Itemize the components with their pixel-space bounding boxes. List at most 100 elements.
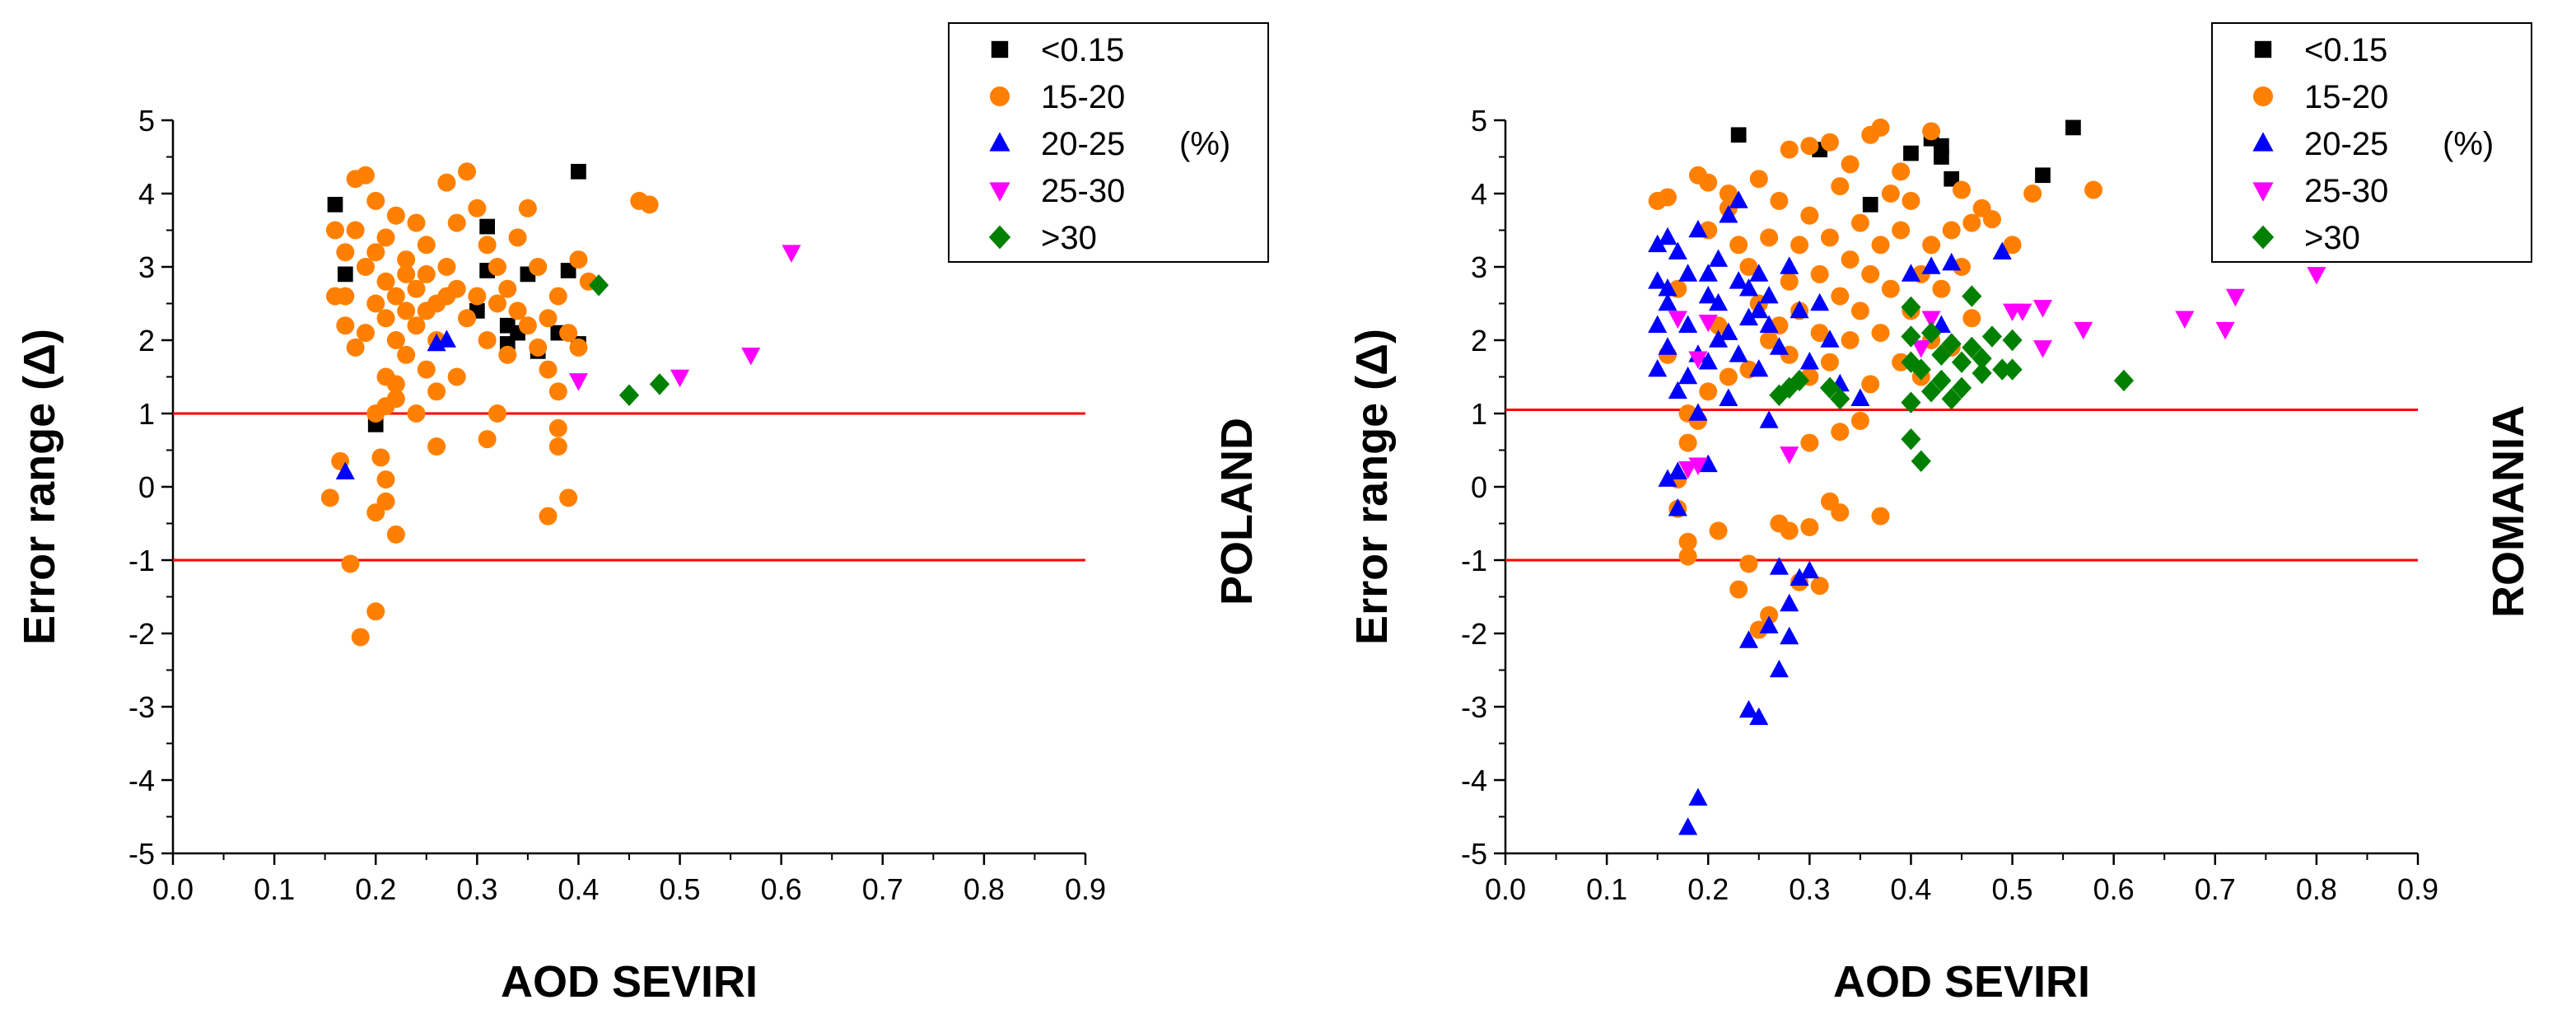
point-circle [478, 331, 497, 349]
x-tick-label: 0.7 [2195, 872, 2236, 906]
point-triangle-up [1799, 352, 1819, 370]
y-tick-label: 4 [138, 177, 155, 211]
point-circle [1841, 331, 1860, 349]
x-tick-label: 0.4 [1890, 872, 1931, 906]
point-triangle-up [1658, 469, 1678, 487]
x-tick-label: 0.9 [2397, 872, 2438, 906]
point-circle [346, 170, 365, 189]
point-triangle-up [1810, 292, 1830, 311]
y-tick-label: -4 [1461, 764, 1487, 797]
point-triangle-down [2032, 300, 2053, 318]
point-triangle-up [1698, 454, 1718, 473]
point-square [1944, 171, 1960, 187]
point-circle [397, 250, 416, 269]
point-circle [518, 316, 537, 335]
point-circle [458, 309, 477, 328]
point-triangle-up [1738, 630, 1759, 648]
point-diamond [1972, 362, 1992, 385]
axes: 0.0 0.1 0.2 0.3 0.4 0.5 0.6 0.7 0.8 0.9 5 4 3 2 1 0 -1 -2… [1461, 104, 2438, 906]
point-triangle-down [2175, 311, 2195, 329]
point-square [571, 163, 586, 180]
point-circle [1780, 521, 1799, 540]
y-tick-label: 1 [1471, 397, 1487, 431]
point-circle [478, 236, 497, 255]
point-triangle-up [1698, 285, 1718, 304]
point-triangle-up [1901, 264, 1920, 282]
point-diamond [1911, 450, 1931, 473]
point-triangle-down [2307, 267, 2326, 285]
point-circle [548, 437, 567, 456]
point-triangle-down [782, 245, 801, 263]
point-circle [325, 221, 344, 240]
point-triangle-up [1769, 337, 1789, 355]
point-diamond [1951, 351, 1972, 373]
point-circle [346, 221, 365, 240]
point-circle [1678, 532, 1697, 551]
point-circle [366, 602, 385, 621]
point-circle [2023, 185, 2042, 203]
point-square [479, 218, 495, 235]
point-triangle-up [1708, 292, 1729, 311]
point-circle [1841, 250, 1860, 269]
y-tick-label: 2 [1471, 324, 1487, 357]
point-circle [437, 173, 456, 192]
point-circle [1892, 221, 1911, 240]
point-circle [336, 316, 355, 335]
x-axis-title: AOD SEVIRI [501, 957, 758, 1007]
point-triangle-up [1698, 264, 1718, 282]
point-circle [1780, 140, 1799, 159]
point-triangle-up [1820, 329, 1840, 348]
point-circle [529, 338, 548, 357]
point-circle [1800, 433, 1819, 452]
point-circle [1719, 367, 1738, 386]
point-circle [1831, 287, 1850, 306]
legend-unit: (%) [1179, 126, 1230, 162]
point-circle [371, 448, 390, 467]
point-circle [1678, 547, 1697, 566]
point-circle [356, 324, 375, 343]
point-triangle-up [1668, 241, 1687, 259]
point-triangle-down [2074, 321, 2093, 340]
point-square [1903, 145, 1919, 161]
y-tick-label: 0 [1471, 470, 1487, 504]
point-triangle-up [1942, 252, 1962, 271]
point-triangle-up [1648, 234, 1668, 253]
point-circle [1699, 173, 1718, 192]
point-diamond [618, 384, 640, 406]
point-triangle-down [1688, 457, 1708, 475]
point-circle [386, 287, 405, 306]
point-triangle-up [1688, 219, 1708, 238]
legend-label: 15-20 [2304, 79, 2388, 115]
point-circle [386, 331, 405, 349]
point-circle [2084, 180, 2103, 199]
point-circle [1820, 353, 1839, 371]
data-points [320, 162, 801, 647]
point-circle [376, 470, 395, 489]
point-circle [569, 338, 588, 357]
y-tick-label: -2 [128, 617, 155, 651]
point-triangle-up [1729, 190, 1748, 208]
x-tick-label: 0.3 [456, 872, 497, 906]
point-triangle-down [741, 348, 761, 366]
point-square [1862, 197, 1878, 213]
point-circle [1709, 521, 1728, 540]
point-circle [397, 345, 416, 364]
point-circle [417, 360, 436, 379]
point-triangle-down [2215, 321, 2235, 340]
point-triangle-up [1648, 271, 1668, 289]
point-circle [376, 272, 395, 291]
point-circle [1881, 279, 1900, 298]
point-triangle-up [1658, 292, 1678, 311]
point-circle [397, 264, 416, 283]
point-circle [1881, 185, 1900, 203]
point-triangle-up [1790, 300, 1809, 319]
point-circle [539, 360, 558, 379]
point-circle [1962, 309, 1981, 328]
point-circle [529, 258, 548, 276]
point-diamond [1941, 388, 1962, 410]
y-tick-label: -1 [128, 544, 155, 577]
point-triangle-up [1719, 322, 1738, 340]
point-diamond [1941, 333, 1962, 355]
point-circle [1962, 213, 1981, 232]
